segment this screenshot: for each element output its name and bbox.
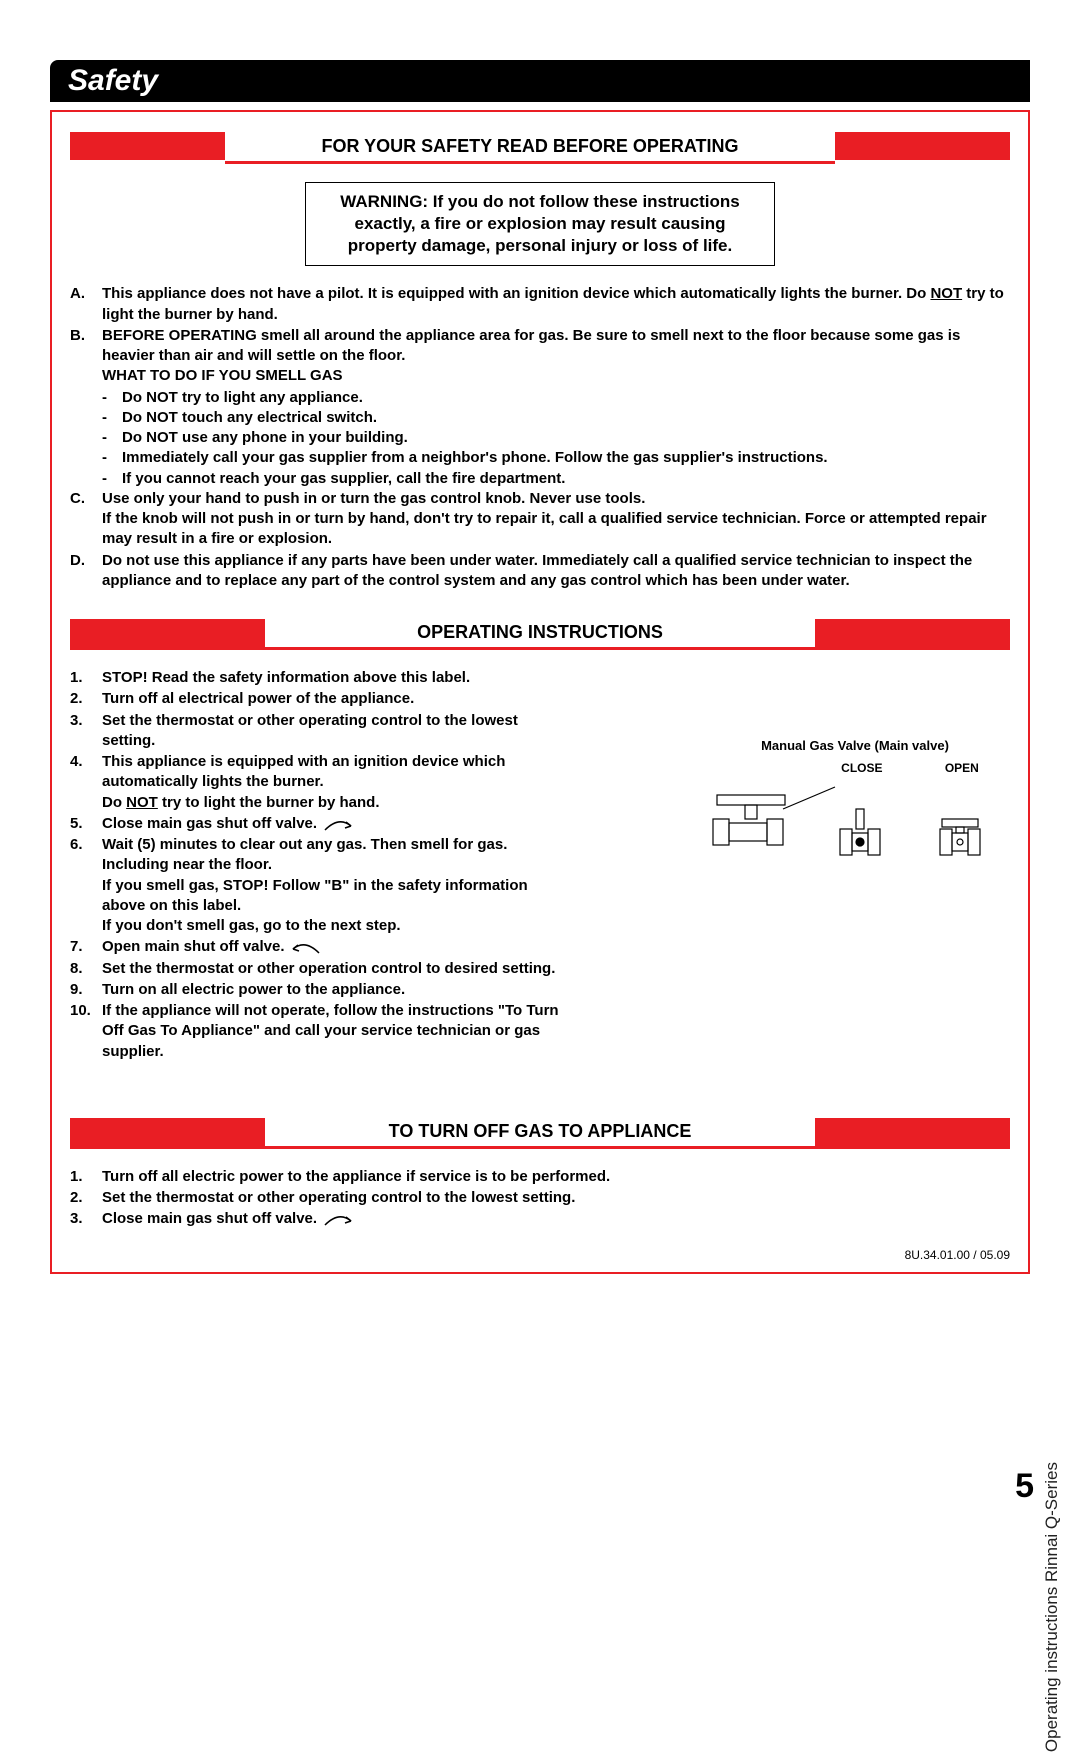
sub-item: If you cannot reach your gas supplier, c… [122,469,1010,489]
valve-diagram: Manual Gas Valve (Main valve) CLOSE OPEN [700,738,1010,874]
sub-item: Immediately call your gas supplier from … [122,448,1010,468]
item-marker: A. [70,284,102,325]
item-marker: D. [70,551,102,592]
red-bar-right [815,1118,1010,1146]
item-text: Use only your hand to push in or turn th… [102,489,1010,550]
close-arrow-icon [321,816,357,832]
page-number: 5 [1015,1467,1034,1506]
header-title: Safety [68,64,158,98]
valve-open-label: OPEN [945,761,979,775]
red-bar-right [815,619,1010,647]
item-marker: C. [70,489,102,550]
section2-title: OPERATING INSTRUCTIONS [265,622,815,647]
side-text: Operating instructions Rinnai Q-Series [1042,1462,1062,1752]
section3-list: 1.Turn off all electric power to the app… [70,1167,1010,1230]
section2-header: OPERATING INSTRUCTIONS [70,619,1010,650]
sub-item: Do NOT use any phone in your building. [122,428,1010,448]
section3-header: TO TURN OFF GAS TO APPLIANCE [70,1118,1010,1149]
warning-box: WARNING: If you do not follow these inst… [305,182,775,266]
section2-content: Manual Gas Valve (Main valve) CLOSE OPEN [70,668,1010,1062]
red-bar-left [70,132,225,160]
valve-main-label: Manual Gas Valve (Main valve) [700,738,1010,753]
valve-svg-icon [705,779,1005,869]
section3-title: TO TURN OFF GAS TO APPLIANCE [265,1121,815,1146]
document-code: 8U.34.01.00 / 05.09 [905,1248,1010,1262]
sub-item: Do NOT try to light any appliance. [122,388,1010,408]
item-text: BEFORE OPERATING smell all around the ap… [102,326,1010,387]
item-text: This appliance does not have a pilot. It… [102,284,1010,325]
item-text: Do not use this appliance if any parts h… [102,551,1010,592]
open-arrow-icon [289,939,325,955]
sub-item: Do NOT touch any electrical switch. [122,408,1010,428]
red-bar-left [70,619,265,647]
item-marker: B. [70,326,102,387]
section1-list: A. This appliance does not have a pilot.… [70,284,1010,591]
safety-content-box: FOR YOUR SAFETY READ BEFORE OPERATING WA… [50,110,1030,1274]
valve-close-label: CLOSE [841,761,882,775]
section2-list: 1.STOP! Read the safety information abov… [70,668,570,1062]
section1-title: FOR YOUR SAFETY READ BEFORE OPERATING [225,132,835,164]
red-bar-right [835,132,1010,160]
red-bar-left [70,1118,265,1146]
section1-header: FOR YOUR SAFETY READ BEFORE OPERATING [70,132,1010,164]
header-bar: Safety [50,60,1030,102]
close-arrow-icon [321,1211,357,1227]
